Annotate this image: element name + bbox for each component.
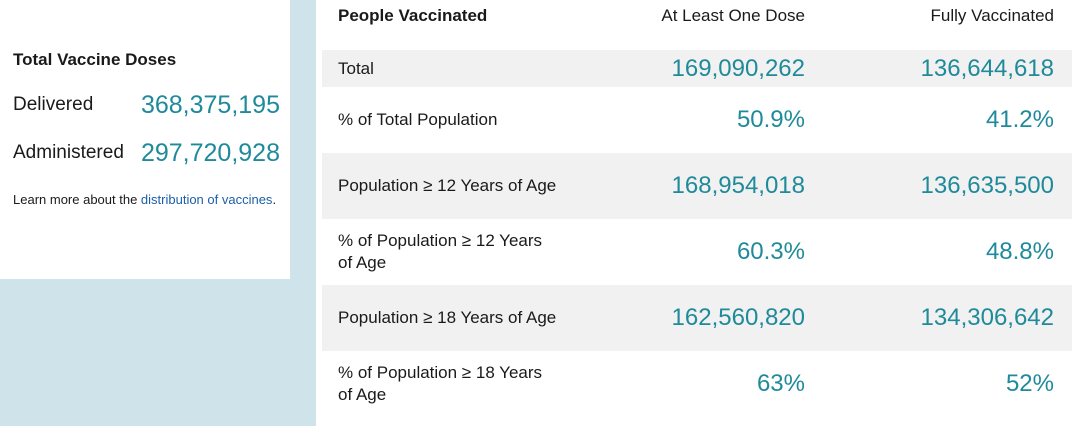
table-row: Population ≥ 18 Years of Age 162,560,820… xyxy=(322,285,1072,351)
table-row: % of Population ≥ 12 Years of Age 60.3% … xyxy=(322,219,1072,285)
distribution-of-vaccines-link[interactable]: distribution of vaccines xyxy=(140,192,273,207)
table-header-row: People Vaccinated At Least One Dose Full… xyxy=(322,0,1072,50)
delivered-label: Delivered xyxy=(13,94,94,115)
delivered-row: Delivered 368,375,195 xyxy=(13,90,288,120)
row-label: Population ≥ 18 Years of Age xyxy=(338,308,557,327)
administered-value: 297,720,928 xyxy=(140,139,280,167)
row-label: % of Population ≥ 18 Years of Age xyxy=(338,363,543,404)
fully-vaccinated-value: 52% xyxy=(1005,370,1054,397)
one-dose-value: 60.3% xyxy=(736,238,805,265)
delivered-value: 368,375,195 xyxy=(140,91,280,119)
table-row: Population ≥ 12 Years of Age 168,954,018… xyxy=(322,153,1072,219)
row-label: % of Population ≥ 12 Years of Age xyxy=(338,231,543,272)
header-at-least-one-dose: At Least One Dose xyxy=(661,6,805,25)
card-title: Total Vaccine Doses xyxy=(13,50,177,69)
header-people-vaccinated: People Vaccinated xyxy=(338,6,488,25)
total-vaccine-doses-card: Total Vaccine Doses Delivered 368,375,19… xyxy=(0,0,290,279)
learn-more-prefix: Learn more about the xyxy=(13,192,141,207)
one-dose-value: 169,090,262 xyxy=(671,54,805,82)
one-dose-value: 162,560,820 xyxy=(671,304,805,331)
header-fully-vaccinated: Fully Vaccinated xyxy=(930,6,1054,25)
fully-vaccinated-value: 41.2% xyxy=(985,106,1054,133)
table-row: Total 169,090,262 136,644,618 xyxy=(322,50,1072,87)
fully-vaccinated-value: 48.8% xyxy=(985,238,1054,265)
fully-vaccinated-value: 136,635,500 xyxy=(920,172,1054,199)
table-row: % of Total Population 50.9% 41.2% xyxy=(322,87,1072,153)
row-label: % of Total Population xyxy=(338,110,498,129)
learn-more-suffix: . xyxy=(272,192,277,207)
learn-more-text: Learn more about the distribution of vac… xyxy=(13,190,283,210)
row-label: Total xyxy=(338,58,374,78)
people-vaccinated-table: People Vaccinated At Least One Dose Full… xyxy=(322,0,1072,417)
fully-vaccinated-value: 136,644,618 xyxy=(920,54,1054,82)
one-dose-value: 168,954,018 xyxy=(671,172,805,199)
one-dose-value: 50.9% xyxy=(736,106,805,133)
fully-vaccinated-value: 134,306,642 xyxy=(920,304,1054,331)
administered-label: Administered xyxy=(13,142,124,163)
table-row: % of Population ≥ 18 Years of Age 63% 52… xyxy=(322,351,1072,417)
administered-row: Administered 297,720,928 xyxy=(13,138,288,168)
row-label: Population ≥ 12 Years of Age xyxy=(338,176,557,195)
one-dose-value: 63% xyxy=(756,370,805,397)
